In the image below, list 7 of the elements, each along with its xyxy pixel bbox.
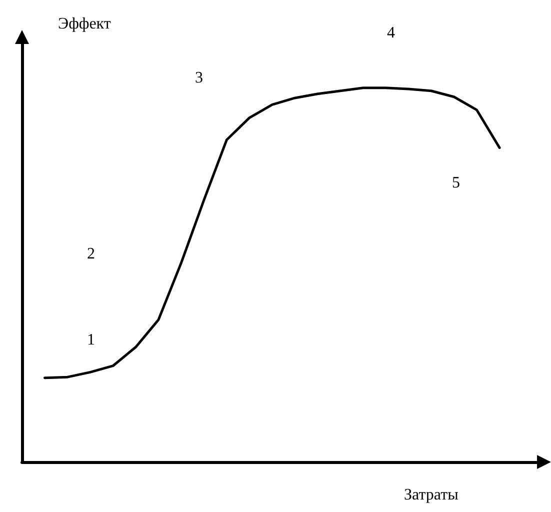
annotation: 2 xyxy=(87,246,95,262)
text: 3 xyxy=(195,70,203,86)
y-axis-title: Эффект xyxy=(58,16,111,32)
annotation: 1 xyxy=(87,332,95,348)
x-axis-title: Затраты xyxy=(404,486,459,504)
text: 4 xyxy=(387,24,395,42)
annotation: 5 xyxy=(452,174,460,192)
